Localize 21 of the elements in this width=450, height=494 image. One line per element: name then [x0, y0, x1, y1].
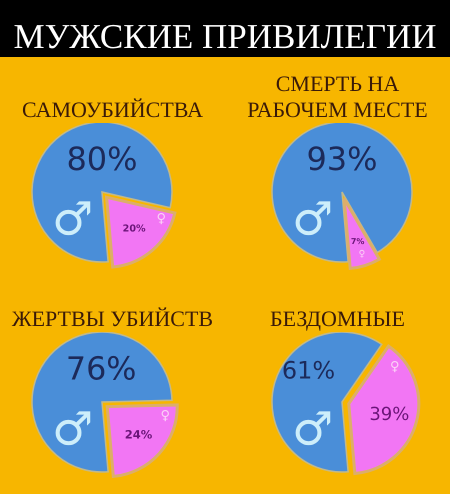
slice-label: ♀	[156, 211, 166, 226]
chart-title: СМЕРТЬ НА РАБОЧЕМ МЕСТЕ	[246, 71, 429, 123]
text: МУЖСКИЕ ПРИВИЛЕГИИ	[13, 17, 437, 57]
slice-label: ♂	[292, 402, 334, 456]
slice-label: ♂	[52, 402, 94, 456]
slice-label: ♀	[160, 408, 170, 424]
data-label: 93%	[306, 140, 378, 178]
data-label: 7%	[350, 236, 364, 246]
slice-label: ♂	[52, 192, 94, 246]
data-label: 80%	[66, 140, 138, 178]
data-label: 39%	[369, 404, 410, 426]
slice-label: ♂	[292, 192, 334, 246]
data-label: 24%	[124, 428, 153, 442]
chart-title: САМОУБИЙСТВА	[22, 97, 203, 123]
chart-title: БЕЗДОМНЫЕ	[270, 306, 405, 332]
data-label: 61%	[282, 356, 336, 385]
slice-label: ♀	[390, 360, 400, 375]
slice-label: ♀	[358, 250, 366, 260]
chart-title: ЖЕРТВЫ УБИЙСТВ	[12, 306, 214, 332]
data-label: 20%	[122, 223, 146, 234]
data-label: 76%	[66, 350, 137, 388]
